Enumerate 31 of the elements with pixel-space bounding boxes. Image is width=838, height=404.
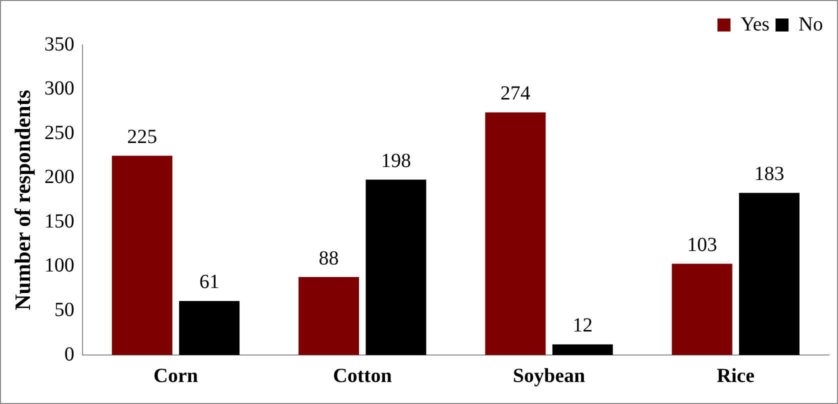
- bar: [552, 344, 613, 355]
- x-tick-label: Corn: [154, 365, 198, 388]
- data-label: 88: [318, 247, 339, 270]
- y-tick-label: 50: [54, 298, 74, 321]
- bar: [112, 156, 172, 355]
- bar: [179, 300, 240, 355]
- y-tick-label: 250: [44, 122, 74, 144]
- y-tick-label: 100: [44, 254, 74, 277]
- y-tick-label: 150: [44, 210, 74, 232]
- y-tick-label: 300: [44, 78, 74, 100]
- bar: [366, 180, 426, 355]
- data-label: 225: [127, 126, 158, 148]
- x-tick-label: Soybean: [512, 365, 586, 388]
- y-tick-label: 0: [64, 343, 74, 366]
- legend-label: No: [798, 13, 824, 36]
- legend-label: Yes: [740, 13, 770, 36]
- bar: [485, 112, 546, 355]
- y-tick-label: 200: [44, 166, 74, 188]
- y-axis-title: Number of respondents: [10, 89, 35, 310]
- bar: [298, 277, 360, 355]
- data-label: 61: [199, 271, 220, 294]
- y-tick-label: 350: [44, 33, 74, 56]
- data-label: 198: [380, 150, 411, 172]
- data-label: 103: [687, 234, 718, 256]
- data-label: 183: [754, 163, 784, 186]
- x-tick-label: Rice: [716, 365, 755, 388]
- data-label: 274: [500, 82, 530, 105]
- bar: [672, 264, 732, 355]
- data-label: 12: [572, 314, 593, 337]
- x-tick-label: Cotton: [332, 365, 392, 388]
- bar: [739, 192, 800, 355]
